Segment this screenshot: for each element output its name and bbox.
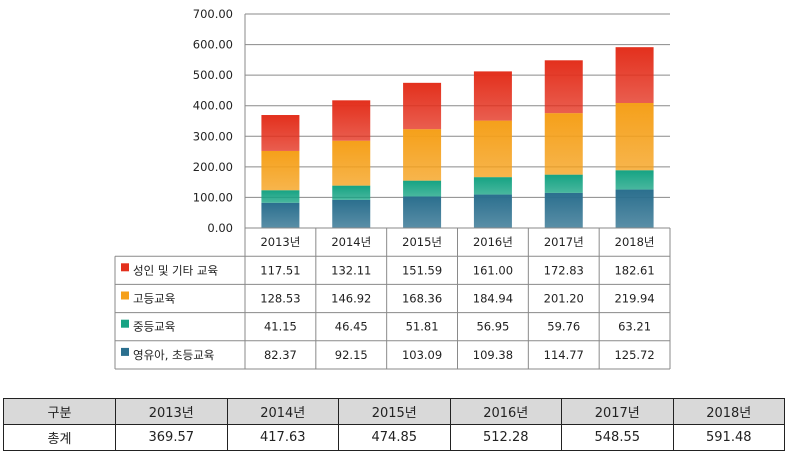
data-value-label: 82.37 bbox=[264, 348, 297, 362]
data-value-label: 59.76 bbox=[547, 320, 580, 334]
legend-label: 성인 및 기타 교육 bbox=[133, 263, 218, 277]
data-value-label: 146.92 bbox=[331, 292, 371, 306]
bar-segment bbox=[544, 192, 583, 228]
y-tick-label: 700.00 bbox=[193, 7, 233, 21]
bar-segment bbox=[261, 202, 300, 228]
total-cell: 417.63 bbox=[226, 424, 339, 451]
y-tick-label: 600.00 bbox=[193, 38, 233, 52]
bar-segment bbox=[544, 174, 583, 193]
row-label: 총계 bbox=[3, 424, 116, 451]
data-value-label: 184.94 bbox=[473, 292, 513, 306]
bar-segment bbox=[544, 60, 583, 114]
data-value-label: 41.15 bbox=[264, 320, 297, 334]
bar-segment bbox=[544, 113, 583, 175]
y-tick-label: 400.00 bbox=[193, 99, 233, 113]
header-cell: 2014년 bbox=[226, 398, 339, 425]
data-value-label: 151.59 bbox=[402, 263, 442, 277]
bar-segment bbox=[261, 190, 300, 203]
header-cell: 2017년 bbox=[561, 398, 674, 425]
summary-header-row: 구분 2013년 2014년 2015년 2016년 2017년 2018년 bbox=[3, 398, 785, 425]
bar-segment bbox=[403, 82, 442, 130]
bar-segment bbox=[332, 199, 371, 228]
legend-swatch bbox=[121, 347, 129, 356]
bar-segment bbox=[615, 170, 654, 190]
data-value-label: 161.00 bbox=[473, 263, 513, 277]
total-cell: 474.85 bbox=[338, 424, 451, 451]
data-value-label: 201.20 bbox=[544, 292, 584, 306]
bar-segment bbox=[403, 180, 442, 197]
summary-table: 구분 2013년 2014년 2015년 2016년 2017년 2018년 총… bbox=[3, 398, 785, 451]
bar-segment bbox=[473, 194, 512, 228]
bar-segment bbox=[403, 196, 442, 228]
legend-swatch bbox=[121, 263, 129, 272]
bar-segment bbox=[261, 150, 300, 191]
bar-segment bbox=[473, 71, 512, 121]
data-value-label: 168.36 bbox=[402, 292, 442, 306]
bar-segment bbox=[332, 140, 371, 186]
data-value-label: 56.95 bbox=[476, 320, 509, 334]
header-cell: 2013년 bbox=[115, 398, 228, 425]
data-value-label: 109.38 bbox=[473, 348, 513, 362]
header-cell: 구분 bbox=[3, 398, 116, 425]
x-category-label: 2016년 bbox=[473, 235, 513, 249]
x-category-label: 2014년 bbox=[331, 235, 371, 249]
bar-segment bbox=[332, 100, 371, 141]
data-value-label: 172.83 bbox=[544, 263, 584, 277]
summary-total-row: 총계 369.57 417.63 474.85 512.28 548.55 59… bbox=[3, 424, 785, 451]
x-category-label: 2015년 bbox=[402, 235, 442, 249]
data-value-label: 132.11 bbox=[331, 263, 371, 277]
data-value-label: 114.77 bbox=[544, 348, 584, 362]
header-cell: 2016년 bbox=[449, 398, 562, 425]
x-category-label: 2017년 bbox=[544, 235, 584, 249]
header-cell: 2015년 bbox=[338, 398, 451, 425]
bar-segment bbox=[615, 189, 654, 228]
legend-swatch bbox=[121, 319, 129, 328]
bar-segment bbox=[403, 129, 442, 181]
data-value-label: 182.61 bbox=[614, 263, 654, 277]
data-value-label: 92.15 bbox=[335, 348, 368, 362]
y-tick-label: 300.00 bbox=[193, 129, 233, 143]
stacked-bar-chart: 0.00 100.00 200.00 300.00 400.00 500.00 600.00… bbox=[114, 7, 671, 370]
y-tick-label: 500.00 bbox=[193, 68, 233, 82]
total-cell: 369.57 bbox=[115, 424, 228, 451]
bar-segment bbox=[615, 103, 654, 171]
legend-label: 고등교육 bbox=[133, 292, 175, 306]
x-category-label: 2013년 bbox=[260, 235, 300, 249]
total-cell: 548.55 bbox=[561, 424, 674, 451]
legend-label: 영유아, 초등교육 bbox=[133, 348, 214, 362]
y-tick-label: 100.00 bbox=[193, 190, 233, 204]
bar-segment bbox=[473, 177, 512, 195]
data-value-label: 219.94 bbox=[614, 292, 654, 306]
total-cell: 591.48 bbox=[672, 424, 785, 451]
data-value-label: 125.72 bbox=[614, 348, 654, 362]
bar-segment bbox=[261, 115, 300, 151]
data-value-label: 51.81 bbox=[406, 320, 439, 334]
data-value-label: 117.51 bbox=[260, 263, 300, 277]
bar-segment bbox=[615, 47, 654, 104]
legend-swatch bbox=[121, 291, 129, 300]
data-value-label: 46.45 bbox=[335, 320, 368, 334]
x-category-label: 2018년 bbox=[615, 235, 655, 249]
total-cell: 512.28 bbox=[449, 424, 562, 451]
y-tick-label: 200.00 bbox=[193, 160, 233, 174]
data-value-label: 63.21 bbox=[618, 320, 651, 334]
y-tick-label: 0.00 bbox=[207, 221, 233, 235]
data-value-label: 103.09 bbox=[402, 348, 442, 362]
header-cell: 2018년 bbox=[672, 398, 785, 425]
bar-segment bbox=[473, 120, 512, 178]
data-value-label: 128.53 bbox=[260, 292, 300, 306]
bar-segment bbox=[332, 185, 371, 200]
legend-label: 중등교육 bbox=[133, 320, 175, 334]
